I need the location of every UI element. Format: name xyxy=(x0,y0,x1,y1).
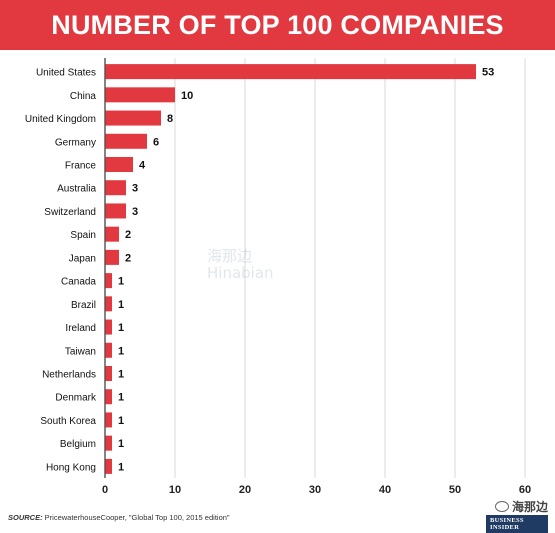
category-label: Ireland xyxy=(65,323,96,334)
bar xyxy=(105,87,175,103)
logo-area: 海那边 BUSINESS INSIDER xyxy=(486,498,550,533)
bar xyxy=(105,157,133,172)
value-label: 10 xyxy=(181,90,193,102)
x-tick-label: 20 xyxy=(239,484,251,496)
value-label: 1 xyxy=(118,322,124,334)
watermark-line2: Hinabian xyxy=(207,264,274,282)
value-label: 1 xyxy=(118,392,124,404)
category-labels: United States China United Kingdom Germany F… xyxy=(25,68,97,474)
category-label: Spain xyxy=(70,230,96,241)
value-label: 1 xyxy=(118,299,124,311)
bar xyxy=(105,180,126,196)
bar xyxy=(105,133,147,149)
watermark: 海那边 Hinabian xyxy=(207,248,274,282)
bar xyxy=(105,273,112,289)
category-label: Hong Kong xyxy=(46,462,96,473)
watermark-line1: 海那边 xyxy=(207,247,253,265)
value-label: 4 xyxy=(139,160,146,172)
category-label: United States xyxy=(36,68,96,79)
value-label: 3 xyxy=(132,206,138,218)
bar xyxy=(105,226,119,242)
bar xyxy=(105,296,112,312)
category-label: United Kingdom xyxy=(25,114,96,125)
hinabian-logo-text: 海那边 xyxy=(511,500,548,514)
x-tick-label: 50 xyxy=(449,484,461,496)
value-label: 1 xyxy=(118,461,124,473)
bar xyxy=(105,435,112,451)
source-note: SOURCE: PricewaterhouseCooper, "Global T… xyxy=(8,513,230,522)
value-label: 53 xyxy=(482,67,494,79)
category-label: Belgium xyxy=(60,439,96,450)
value-label: 6 xyxy=(153,136,159,148)
x-tick-label: 10 xyxy=(169,484,181,496)
value-label: 8 xyxy=(167,113,173,125)
category-label: Taiwan xyxy=(65,346,96,357)
bar xyxy=(105,203,126,219)
category-label: China xyxy=(70,91,97,102)
chart-title: NUMBER OF TOP 100 COMPANIES xyxy=(51,9,504,40)
chart-header: NUMBER OF TOP 100 COMPANIES xyxy=(0,0,555,50)
bar xyxy=(105,458,112,474)
category-label: France xyxy=(65,161,97,172)
bar xyxy=(105,319,112,335)
bar xyxy=(105,389,112,405)
value-label: 1 xyxy=(118,345,124,357)
value-label: 2 xyxy=(125,252,131,264)
source-text: PricewaterhouseCooper, "Global Top 100, … xyxy=(42,513,230,522)
category-label: Canada xyxy=(61,277,96,288)
grid-lines xyxy=(104,58,526,478)
category-label: Netherlands xyxy=(42,370,96,381)
category-label: South Korea xyxy=(40,416,96,427)
x-tick-label: 30 xyxy=(309,484,321,496)
bar xyxy=(105,342,112,358)
bar xyxy=(105,366,112,381)
chat-bubble-icon xyxy=(494,501,509,512)
source-label: SOURCE: xyxy=(8,513,43,522)
x-tick-label: 40 xyxy=(379,484,391,496)
value-label: 2 xyxy=(125,229,131,241)
value-label: 1 xyxy=(118,438,124,450)
bar xyxy=(105,64,476,80)
bar xyxy=(105,412,112,428)
value-label: 1 xyxy=(118,276,124,288)
hinabian-logo: 海那边 xyxy=(494,498,548,515)
x-tick-label: 0 xyxy=(102,484,108,496)
bar xyxy=(105,110,161,126)
business-insider-logo: BUSINESS INSIDER xyxy=(486,515,548,533)
category-label: Japan xyxy=(69,253,96,264)
value-label: 1 xyxy=(118,415,124,427)
value-label: 1 xyxy=(118,369,124,381)
value-label: 3 xyxy=(132,183,138,195)
category-label: Germany xyxy=(55,137,96,148)
x-tick-label: 60 xyxy=(519,484,531,496)
category-label: Switzerland xyxy=(44,207,96,218)
category-label: Brazil xyxy=(71,300,96,311)
bar xyxy=(105,249,119,265)
x-axis-ticks: 0 10 20 30 40 50 60 xyxy=(102,484,531,496)
bars xyxy=(105,64,476,474)
category-label: Denmark xyxy=(55,393,97,404)
category-label: Australia xyxy=(57,184,96,195)
